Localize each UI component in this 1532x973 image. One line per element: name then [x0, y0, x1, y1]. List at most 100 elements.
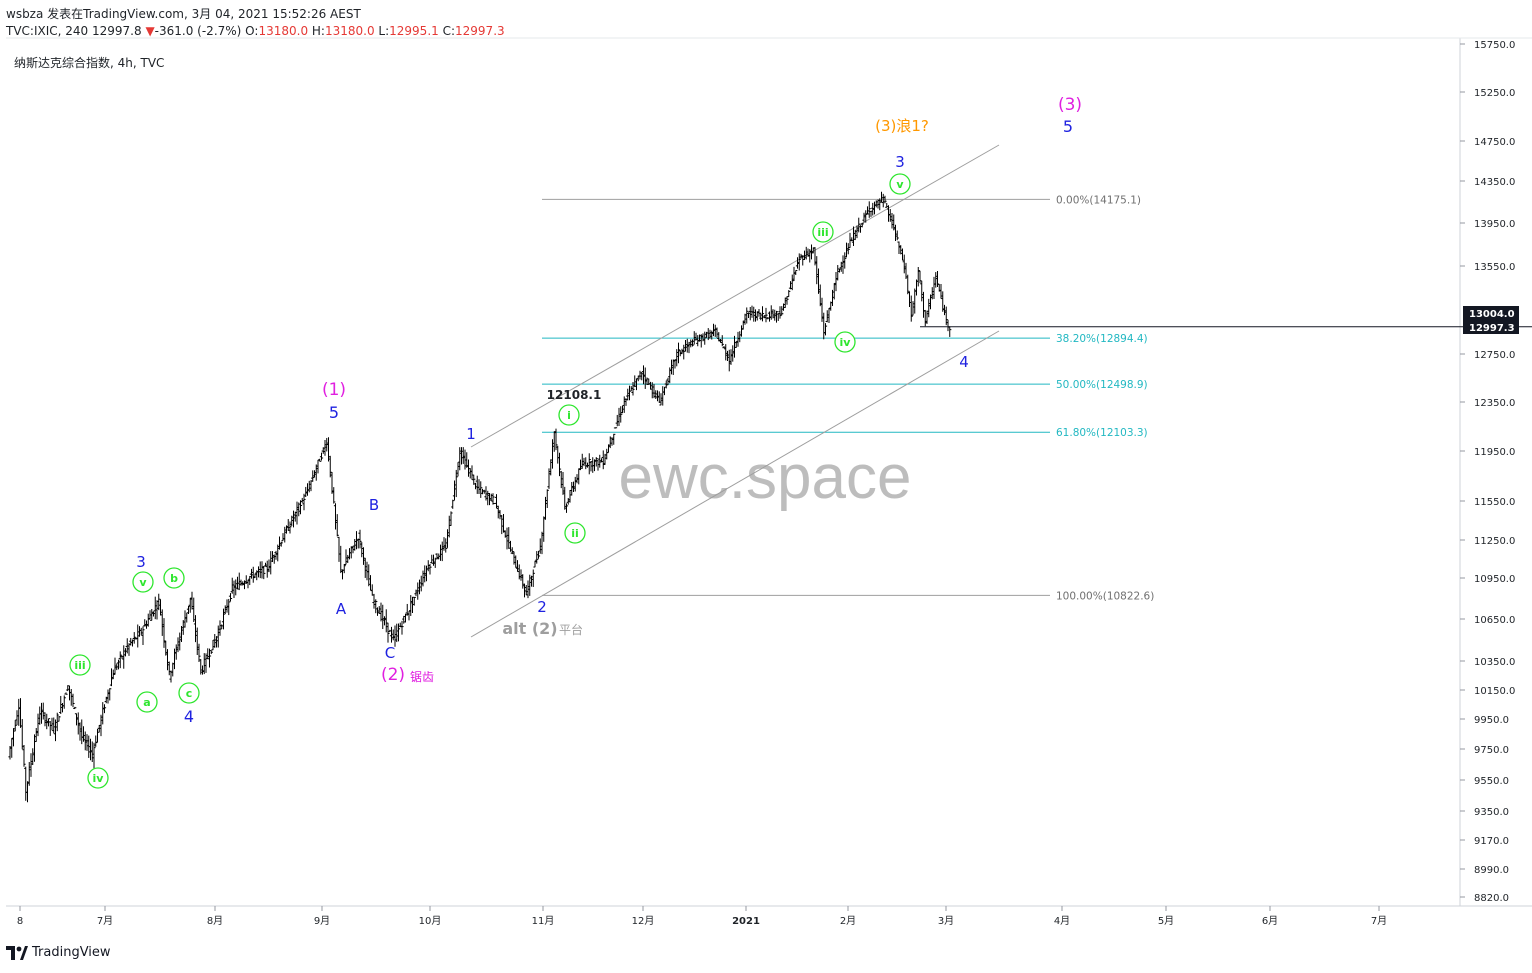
price-tick-label: 11250.0	[1474, 536, 1515, 547]
wave-label: C	[385, 644, 395, 662]
close-value: 12997.3	[455, 24, 505, 38]
fib-level-label: 38.20%(12894.4)	[1056, 333, 1148, 345]
wave-circle-marker	[564, 522, 586, 544]
wave-label: (1)	[322, 380, 346, 400]
wave-label: 平台	[559, 622, 583, 637]
price-tick-label: 8990.0	[1474, 865, 1509, 876]
wave-circle-label: iii	[817, 226, 828, 239]
wave-circle-marker	[812, 221, 834, 243]
time-tick-label: 8月	[207, 915, 223, 927]
wave-circle-label: b	[170, 572, 178, 585]
price-tick-label: 10950.0	[1474, 574, 1515, 585]
wave-label: A	[336, 600, 347, 618]
wave-circle-marker	[834, 331, 856, 353]
price-tick-label: 12350.0	[1474, 398, 1515, 409]
close-label: C:	[438, 24, 456, 38]
price-tick-label: 13950.0	[1474, 219, 1515, 230]
price-tick-label: 8820.0	[1474, 893, 1509, 904]
time-tick-label: 4月	[1054, 915, 1070, 927]
wave-circle-marker	[163, 567, 185, 589]
high-label: H:	[308, 24, 325, 38]
trend-channel[interactable]	[470, 144, 1000, 638]
open-label: O:	[245, 24, 259, 38]
wave-label: 5	[1063, 117, 1073, 136]
price-tick-label: 11950.0	[1474, 447, 1515, 458]
wave-label: 4	[959, 353, 969, 371]
fib-level-label: 0.00%(14175.1)	[1056, 194, 1141, 206]
price-tick-label: 9950.0	[1474, 715, 1509, 726]
last-price-badge	[1463, 320, 1519, 334]
price-tick-label: 9350.0	[1474, 807, 1509, 818]
wave-circle-marker	[178, 682, 200, 704]
down-arrow-icon: ▼	[145, 24, 155, 38]
wave-circle-marker	[889, 173, 911, 195]
price-tick-label: 12750.0	[1474, 350, 1515, 361]
current-price-label: 13004.0	[1469, 309, 1515, 320]
wave-circle-marker	[558, 404, 580, 426]
wave-label: 3	[136, 553, 146, 571]
wave-label: 锯齿	[410, 669, 434, 684]
time-tick-label: 7月	[1371, 915, 1387, 927]
tradingview-brand: TradingView	[32, 945, 111, 960]
channel-lower-line	[470, 330, 1000, 638]
price-tick-label: 14350.0	[1474, 177, 1515, 188]
tradingview-logo-icon	[6, 945, 28, 960]
wave-circle-marker	[132, 571, 154, 593]
time-tick-label: 7月	[97, 915, 113, 927]
symbol-info: TVC:IXIC, 240 12997.8	[6, 24, 146, 38]
wave-circle-label: c	[186, 687, 193, 700]
price-tick-label: 15250.0	[1474, 88, 1515, 99]
ohlc-bars	[8, 191, 952, 803]
time-tick-label: 9月	[314, 915, 330, 927]
open-value: 13180.0	[258, 24, 309, 38]
fibonacci-retracement[interactable]: 0.00%(14175.1) 38.20%(12894.4) 50.00%(1249…	[542, 194, 1154, 602]
low-value: 12995.1	[389, 24, 439, 38]
time-tick-label: 2月	[840, 915, 856, 927]
fib-level-label: 50.00%(12498.9)	[1056, 379, 1148, 391]
wave-circle-marker	[136, 691, 158, 713]
price-axis[interactable]: 15750.0 15250.0 14750.0 14350.0 13950.0 13550…	[1460, 40, 1519, 904]
time-tick-label: 10月	[419, 915, 442, 927]
price-tick-label: 10350.0	[1474, 657, 1515, 668]
channel-upper-line	[470, 144, 1000, 448]
tradingview-logo[interactable]: TradingView	[6, 945, 111, 960]
fib-level-label: 61.80%(12103.3)	[1056, 427, 1148, 439]
wave-circle-label: v	[139, 576, 147, 589]
price-tick-label: 9170.0	[1474, 836, 1509, 847]
time-tick-label: 11月	[532, 915, 555, 927]
wave-circle-label: iii	[74, 659, 85, 672]
price-tick-label: 15750.0	[1474, 40, 1515, 51]
time-tick-label: 8	[17, 916, 23, 927]
low-label: L:	[374, 24, 390, 38]
wave-label: 5	[329, 403, 339, 422]
price-tick-label: 13550.0	[1474, 262, 1515, 273]
watermark: ewc.space	[619, 443, 912, 512]
wave-circle-label: iv	[840, 336, 852, 349]
wave-label: alt (2)	[502, 619, 557, 638]
price-tick-label: 9550.0	[1474, 776, 1509, 787]
wave-label: 2	[537, 598, 547, 616]
wave-label: 3	[895, 153, 905, 171]
time-tick-label: 3月	[938, 915, 954, 927]
wave-circle-label: v	[896, 178, 904, 191]
price-tick-label: 10650.0	[1474, 615, 1515, 626]
chart-title: 纳斯达克综合指数, 4h, TVC	[14, 55, 164, 70]
price-tick-label: 9750.0	[1474, 745, 1509, 756]
wave-label: (3)浪1?	[875, 117, 929, 135]
wave-circle-label: a	[143, 696, 150, 709]
price-tick-label: 10150.0	[1474, 686, 1515, 697]
wave-label: B	[369, 496, 379, 514]
time-axis[interactable]: 8 7月 8月 9月 10月 11月 12月 2021 2月 3月 4月 5月 6月 7月	[17, 906, 1387, 927]
wave-label: 1	[466, 425, 476, 443]
chart-header: wsbza 发表在TradingView.com, 3月 04, 2021 15…	[6, 6, 505, 40]
time-tick-label: 2021	[732, 916, 760, 927]
time-tick-label: 6月	[1262, 915, 1278, 927]
wave-label: (3)	[1058, 95, 1082, 115]
price-change: -361.0 (-2.7%)	[154, 24, 246, 38]
last-price-label: 12997.3	[1469, 323, 1515, 334]
time-tick-label: 12月	[632, 915, 655, 927]
wave-label: 4	[184, 707, 194, 726]
price-annotation: 12108.1	[547, 388, 602, 402]
